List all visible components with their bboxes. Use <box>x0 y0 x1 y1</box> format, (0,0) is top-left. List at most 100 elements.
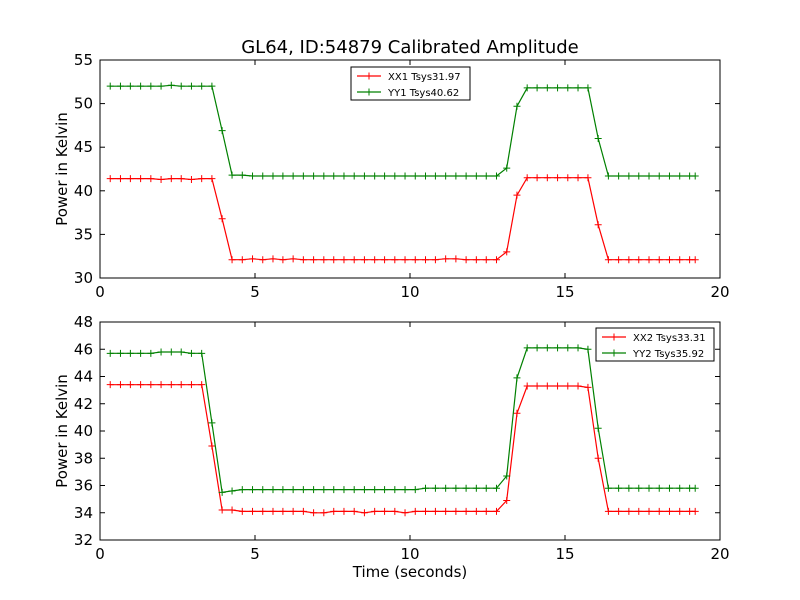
bottom-data-point <box>411 486 419 494</box>
top-data-point <box>533 174 541 182</box>
top-data-point <box>574 174 582 182</box>
bottom-y-axis-label: Power in Kelvin <box>53 374 71 488</box>
top-legend-marker <box>365 72 373 80</box>
bottom-data-point <box>472 507 480 515</box>
bottom-data-point <box>665 484 673 492</box>
top-data-point <box>503 164 511 172</box>
bottom-data-point <box>594 424 602 432</box>
top-y-tick-label: 40 <box>74 182 93 200</box>
top-data-point <box>279 172 287 180</box>
bottom-data-point <box>187 381 195 389</box>
top-data-point <box>665 172 673 180</box>
top-data-point <box>391 256 399 264</box>
bottom-data-point <box>177 381 185 389</box>
top-legend: XX1 Tsys31.97 YY1 Tsys40.62 <box>350 66 471 101</box>
top-data-point <box>655 256 663 264</box>
bottom-data-point <box>615 507 623 515</box>
bottom-data-point <box>360 509 368 517</box>
top-data-point <box>198 175 206 183</box>
top-data-point <box>218 215 226 223</box>
top-data-point <box>177 175 185 183</box>
bottom-data-point <box>106 349 114 357</box>
top-y-tick-label: 35 <box>74 225 93 243</box>
top-x-tick-label: 5 <box>250 283 260 301</box>
bottom-x-tick-label: 0 <box>95 545 105 563</box>
top-legend-marker <box>365 88 373 96</box>
bottom-data-point <box>584 383 592 391</box>
top-data-point <box>655 172 663 180</box>
top-data-point <box>340 256 348 264</box>
bottom-y-tick-label: 36 <box>74 477 93 495</box>
bottom-data-point <box>401 486 409 494</box>
top-data-point <box>431 256 439 264</box>
bottom-data-point <box>554 382 562 390</box>
bottom-data-point <box>676 484 684 492</box>
bottom-data-point <box>462 507 470 515</box>
top-data-point <box>371 256 379 264</box>
top-data-point <box>391 172 399 180</box>
top-data-point <box>269 255 277 263</box>
top-data-point <box>574 84 582 92</box>
bottom-data-point <box>503 472 511 480</box>
bottom-data-point <box>543 382 551 390</box>
bottom-data-point <box>157 381 165 389</box>
bottom-data-point <box>604 484 612 492</box>
bottom-data-point <box>208 442 216 450</box>
bottom-data-point <box>594 454 602 462</box>
bottom-data-point <box>391 486 399 494</box>
bottom-data-point <box>218 506 226 514</box>
bottom-data-point <box>299 507 307 515</box>
bottom-data-point <box>198 381 206 389</box>
top-data-point <box>691 256 699 264</box>
bottom-data-point <box>635 507 643 515</box>
bottom-data-point <box>655 507 663 515</box>
bottom-data-point <box>198 349 206 357</box>
bottom-y-tick-label: 32 <box>74 531 93 549</box>
bottom-data-point <box>604 507 612 515</box>
top-data-point <box>157 175 165 183</box>
top-data-point <box>259 256 267 264</box>
bottom-data-point <box>584 345 592 353</box>
top-data-point <box>584 174 592 182</box>
top-data-point <box>523 84 531 92</box>
bottom-data-point <box>564 344 572 352</box>
bottom-data-point <box>533 382 541 390</box>
top-data-point <box>401 256 409 264</box>
bottom-data-point <box>472 484 480 492</box>
chart-title: GL64, ID:54879 Calibrated Amplitude <box>241 37 579 58</box>
bottom-data-point <box>645 507 653 515</box>
top-data-point <box>269 172 277 180</box>
top-x-tick-label: 10 <box>400 283 419 301</box>
top-data-point <box>126 175 134 183</box>
bottom-series-2 <box>106 344 699 496</box>
bottom-data-point <box>167 348 175 356</box>
bottom-data-point <box>422 484 429 492</box>
top-data-point <box>482 172 490 180</box>
top-legend-label: XX1 Tsys31.97 <box>388 72 461 83</box>
top-data-point <box>462 256 470 264</box>
bottom-data-point <box>116 349 124 357</box>
top-data-point <box>625 172 633 180</box>
bottom-data-point <box>106 381 114 389</box>
top-data-point <box>554 84 562 92</box>
bottom-data-point <box>350 486 358 494</box>
bottom-data-point <box>381 507 389 515</box>
bottom-data-point <box>299 486 307 494</box>
top-data-point <box>228 256 236 264</box>
top-data-point <box>431 172 439 180</box>
bottom-data-point <box>513 374 521 382</box>
bottom-data-point <box>137 349 145 357</box>
bottom-data-point <box>360 486 368 494</box>
bottom-data-point <box>523 344 531 352</box>
bottom-data-point <box>625 507 633 515</box>
bottom-chart: 0 5 10 15 20 32 34 36 38 40 42 44 46 48 Power in Kelvi… <box>53 313 730 581</box>
top-data-point <box>411 172 419 180</box>
bottom-data-point <box>167 381 175 389</box>
top-data-point <box>310 172 318 180</box>
top-data-point <box>177 82 185 90</box>
top-data-point <box>615 172 623 180</box>
bottom-data-point <box>574 344 582 352</box>
bottom-data-point <box>452 484 460 492</box>
bottom-data-point <box>543 344 551 352</box>
